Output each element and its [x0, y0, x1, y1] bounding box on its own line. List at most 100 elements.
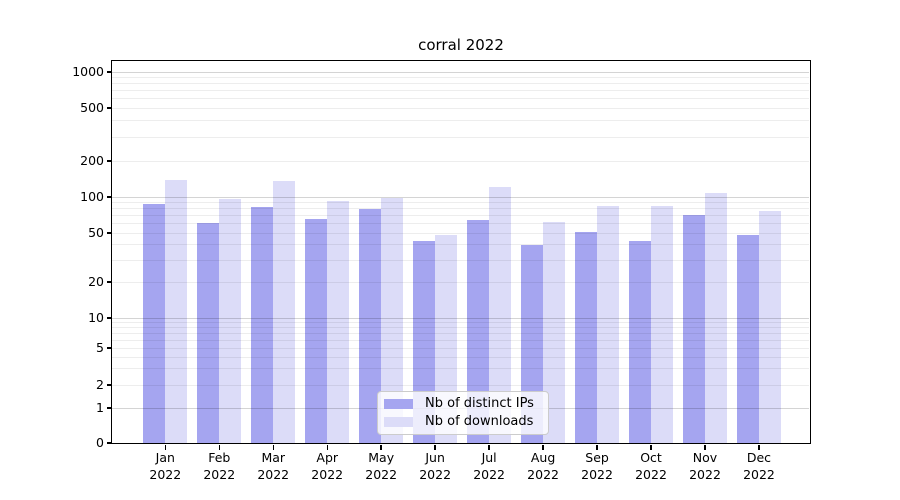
x-tick — [218, 444, 220, 450]
x-tick-label-year: 2022 — [473, 466, 506, 482]
x-tick — [380, 444, 382, 450]
x-tick — [758, 444, 760, 450]
x-tick — [326, 444, 328, 450]
y-gridline-minor — [112, 356, 809, 358]
y-gridline-minor — [112, 244, 809, 246]
y-gridline-major — [112, 71, 809, 73]
legend-label-distinct-ips: Nb of distinct IPs — [425, 396, 534, 411]
bar-downloads — [705, 193, 727, 443]
bar-downloads — [273, 180, 296, 443]
x-tick — [164, 444, 166, 450]
bar-distinct-ips — [575, 231, 598, 443]
x-tick-label-year: 2022 — [743, 466, 775, 482]
y-tick — [107, 442, 112, 444]
bar-distinct-ips — [359, 208, 382, 443]
y-tick-label: 50 — [88, 225, 104, 240]
bar-downloads — [543, 221, 566, 443]
y-gridline-minor — [112, 160, 809, 162]
y-gridline-minor — [112, 98, 809, 100]
bar-downloads — [327, 201, 350, 443]
x-tick-label-year: 2022 — [365, 466, 398, 482]
x-tick-label-year: 2022 — [635, 466, 667, 482]
bar-distinct-ips — [736, 235, 759, 443]
y-tick — [107, 407, 112, 409]
bar-distinct-ips — [683, 214, 705, 443]
y-gridline-minor — [112, 107, 809, 109]
y-gridline-minor — [112, 259, 809, 261]
y-gridline-minor — [112, 208, 809, 210]
x-tick-label-month: Mar — [261, 450, 286, 465]
x-tick-label-year: 2022 — [149, 466, 182, 482]
y-tick — [107, 71, 112, 73]
y-gridline-minor — [112, 120, 809, 122]
x-tick-label-year: 2022 — [203, 466, 236, 482]
y-gridline-minor — [112, 281, 809, 283]
y-tick — [107, 317, 112, 319]
bar-downloads — [489, 186, 512, 443]
y-tick-label: 20 — [88, 274, 104, 289]
y-gridline-minor — [112, 347, 809, 349]
x-tick-label-year: 2022 — [689, 466, 721, 482]
y-tick-label: 1 — [96, 400, 104, 415]
x-tick — [650, 444, 652, 450]
x-tick-label-month: Jun — [425, 450, 445, 465]
bar-downloads — [758, 211, 781, 443]
y-gridline-minor — [112, 332, 809, 334]
x-tick-label-month: Aug — [530, 450, 556, 465]
bar-distinct-ips — [197, 222, 220, 443]
x-tick-label: Aug 2022 — [511, 450, 575, 483]
x-tick-label-month: May — [368, 450, 395, 465]
y-gridline-minor — [112, 201, 809, 203]
x-tick-label-month: Dec — [746, 450, 772, 465]
y-gridline-minor — [112, 368, 809, 370]
x-tick-label: Jan 2022 — [133, 450, 197, 483]
y-gridline-minor — [112, 223, 809, 225]
y-gridline-minor — [112, 232, 809, 234]
y-tick — [107, 160, 112, 162]
bar-downloads — [381, 198, 404, 443]
x-tick-label: Sep 2022 — [565, 450, 629, 483]
y-gridline-major — [112, 196, 809, 198]
x-tick-label: Jun 2022 — [403, 450, 467, 483]
y-gridline-minor — [112, 83, 809, 85]
x-tick — [434, 444, 436, 450]
y-tick-label: 5 — [96, 340, 104, 355]
x-tick-label-month: Feb — [208, 450, 231, 465]
x-tick-label: Oct 2022 — [619, 450, 683, 483]
y-gridline-major — [112, 317, 809, 319]
y-gridline-minor — [112, 137, 809, 139]
y-gridline-minor — [112, 339, 809, 341]
x-tick-label-month: Nov — [692, 450, 718, 465]
x-tick-label-year: 2022 — [311, 466, 344, 482]
legend-entry-distinct-ips: Nb of distinct IPs — [384, 397, 548, 411]
y-tick — [107, 196, 112, 198]
x-tick-label-month: Apr — [316, 450, 339, 465]
y-tick-label: 2 — [96, 377, 104, 392]
y-gridline-minor — [112, 322, 809, 324]
legend-swatch-downloads — [384, 417, 413, 427]
y-tick-label: 500 — [80, 100, 104, 115]
x-tick — [596, 444, 598, 450]
x-tick-label-month: Oct — [640, 450, 662, 465]
x-tick-label: Mar 2022 — [241, 450, 305, 483]
y-tick-label: 1000 — [72, 64, 104, 79]
y-tick-label: 200 — [80, 153, 104, 168]
y-tick — [107, 107, 112, 109]
x-tick-label: May 2022 — [349, 450, 413, 483]
bar-downloads — [165, 179, 188, 443]
x-tick-label-month: Jan — [155, 450, 175, 465]
legend-label-downloads: Nb of downloads — [425, 414, 534, 429]
chart-title: corral 2022 — [418, 36, 504, 54]
x-tick-label: Feb 2022 — [187, 450, 251, 483]
y-tick — [107, 281, 112, 283]
x-tick — [272, 444, 274, 450]
y-tick-label: 100 — [80, 189, 104, 204]
legend: Nb of distinct IPs Nb of downloads — [377, 391, 549, 435]
y-gridline-minor — [112, 384, 809, 386]
x-tick-label: Dec 2022 — [727, 450, 791, 483]
bar-downloads — [219, 198, 242, 443]
legend-swatch-distinct-ips — [384, 399, 413, 409]
y-tick-label: 10 — [88, 310, 104, 325]
x-tick — [542, 444, 544, 450]
